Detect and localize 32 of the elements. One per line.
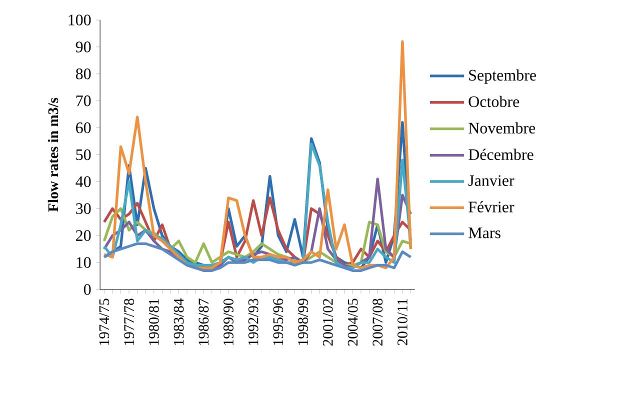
x-tick-label: 2001/02 <box>322 299 333 346</box>
legend-label: Janvier <box>468 175 514 186</box>
x-tick-label: 2007/08 <box>372 298 383 346</box>
legend-label: Décembre <box>468 148 534 160</box>
legend-label: Septembre <box>469 70 536 84</box>
y-tick-label: 0 <box>84 284 91 296</box>
y-axis-title: Flow rates in m3/s <box>48 98 58 212</box>
x-tick-label: 1977/78 <box>124 298 134 346</box>
y-tick-label: 60 <box>76 122 91 134</box>
y-tick-label: 30 <box>76 203 91 214</box>
y-tick-label: 80 <box>76 68 91 80</box>
legend-label: Novembre <box>468 122 536 134</box>
x-tick-label: 1986/87 <box>198 298 209 346</box>
y-tick-label: 50 <box>76 150 91 160</box>
legend-label: Mars <box>468 228 500 238</box>
x-tick-label: 2004/05 <box>348 299 358 346</box>
x-tick-label: 1980/81 <box>148 299 159 346</box>
y-tick-label: 70 <box>76 96 91 106</box>
y-tick-label: 40 <box>76 176 91 188</box>
y-tick-label: 90 <box>76 42 91 53</box>
x-tick-label: 2010/11 <box>398 299 408 346</box>
y-tick-label: 100 <box>68 14 91 26</box>
x-tick-label: 1974/75 <box>99 299 110 346</box>
legend-label: Octobre <box>468 96 520 108</box>
y-tick-label: 20 <box>76 230 91 242</box>
x-tick-label: 1995/96 <box>273 298 284 346</box>
x-tick-label: 1992/93 <box>248 299 258 346</box>
x-tick-label: 1998/99 <box>298 299 308 346</box>
x-tick-label: 1989/90 <box>224 298 234 346</box>
legend-label: Février <box>468 201 514 213</box>
x-tick-label: 1983/84 <box>174 298 184 346</box>
y-tick-label: 10 <box>76 257 91 268</box>
